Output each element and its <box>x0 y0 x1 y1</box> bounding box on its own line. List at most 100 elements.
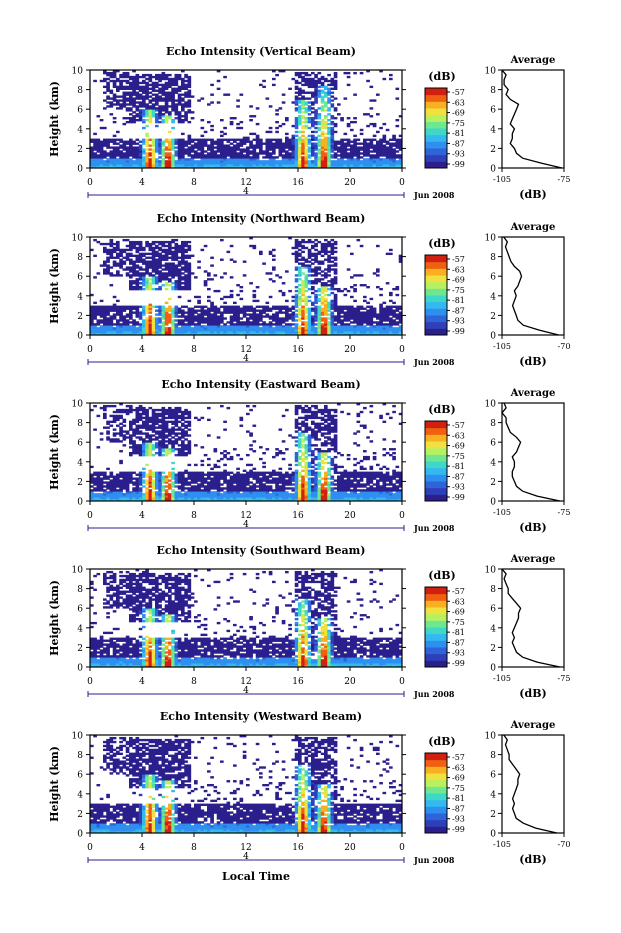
heatmap-cell <box>301 239 305 241</box>
heatmap-cell <box>93 139 97 141</box>
heatmap-cell <box>311 107 315 109</box>
heatmap-cell <box>116 95 120 97</box>
heatmap-cell <box>184 249 188 251</box>
heatmap-cell <box>123 444 127 446</box>
heatmap-cell <box>165 308 169 310</box>
heatmap-cell <box>363 296 367 298</box>
heatmap-cell <box>158 409 162 411</box>
heatmap-cell <box>275 121 279 123</box>
colorbar-segment <box>425 155 447 162</box>
heatmap-cell <box>106 468 110 470</box>
heatmap-cell <box>132 97 136 99</box>
heatmap-cell <box>298 262 302 264</box>
heatmap-cell <box>103 99 107 101</box>
heatmap-cell <box>396 294 400 296</box>
heatmap-cell <box>210 278 214 280</box>
heatmap-cell <box>142 407 146 409</box>
heatmap-cell <box>155 413 159 415</box>
heatmap-cell <box>308 239 312 241</box>
heatmap-cell <box>392 302 396 304</box>
heatmap-cell <box>327 288 331 290</box>
heatmap-cell <box>184 141 188 143</box>
heatmap-cell <box>214 306 218 308</box>
heatmap-cell <box>350 141 354 143</box>
heatmap-cell <box>227 296 231 298</box>
heatmap-cell <box>240 148 244 150</box>
heatmap-cell <box>373 272 377 274</box>
heatmap-cell <box>103 405 107 407</box>
heatmap-cell <box>262 150 266 152</box>
heatmap-cell <box>126 313 130 315</box>
heatmap-cell <box>396 313 400 315</box>
heatmap-cell <box>269 321 273 323</box>
heatmap-cell <box>158 88 162 90</box>
heatmap-cell <box>145 82 149 84</box>
heatmap-cell <box>256 152 260 154</box>
heatmap-cell <box>311 308 315 310</box>
y-tick-label: 10 <box>72 234 84 244</box>
heatmap-cell <box>357 139 361 141</box>
heatmap-cell <box>181 286 185 288</box>
heatmap-cell <box>129 452 133 454</box>
heatmap-cell <box>383 158 387 160</box>
heatmap-cell <box>103 86 107 88</box>
heatmap-cell <box>142 127 146 129</box>
heatmap-cell <box>110 306 114 308</box>
heatmap-cell <box>282 94 286 96</box>
heatmap-cell <box>162 476 166 478</box>
heatmap-cell <box>366 143 370 145</box>
heatmap-cell <box>158 286 162 288</box>
heatmap-cell <box>298 296 302 298</box>
heatmap-cell <box>129 107 133 109</box>
heatmap-cell <box>272 84 276 86</box>
heatmap-cell <box>100 472 104 474</box>
heatmap-cell <box>350 121 354 123</box>
heatmap-cell <box>266 313 270 315</box>
heatmap-cell <box>308 296 312 298</box>
heatmap-cell <box>214 290 218 292</box>
panel-3: Echo Intensity (Eastward Beam)0246810Hei… <box>48 378 570 534</box>
heatmap-cell <box>363 311 367 313</box>
heatmap-cell <box>353 308 357 310</box>
heatmap-cell <box>311 253 315 255</box>
heatmap-cell <box>149 92 153 94</box>
heatmap-cell <box>93 276 97 278</box>
heatmap-cell <box>152 97 156 99</box>
heatmap-cell <box>262 315 266 317</box>
heatmap-cell <box>383 323 387 325</box>
heatmap-cell <box>269 105 273 107</box>
average-y-tick-label: 0 <box>490 332 496 342</box>
heatmap-cell <box>158 247 162 249</box>
heatmap-cell <box>379 294 383 296</box>
heatmap-cell <box>175 139 179 141</box>
heatmap-cell <box>129 491 133 493</box>
heatmap-cell <box>220 306 224 308</box>
heatmap-cell <box>168 74 172 76</box>
heatmap-cell <box>217 80 221 82</box>
heatmap-cell <box>136 92 140 94</box>
heatmap-cell <box>386 306 390 308</box>
heatmap-cell <box>165 302 169 304</box>
heatmap-cell <box>113 313 117 315</box>
colorbar-segment <box>425 108 447 115</box>
heatmap-cell <box>155 276 159 278</box>
heatmap-cell <box>275 74 279 76</box>
heatmap-cell <box>314 266 318 268</box>
x-tick-label: 16 <box>292 345 304 355</box>
heatmap-cell <box>149 158 153 160</box>
heatmap-cell <box>106 436 110 438</box>
heatmap-cell <box>272 139 276 141</box>
heatmap-cell <box>327 127 331 129</box>
heatmap-cell <box>223 317 227 319</box>
heatmap-cell <box>227 158 231 160</box>
heatmap-cell <box>126 86 130 88</box>
heatmap-cell <box>321 308 325 310</box>
heatmap-cell <box>305 274 309 276</box>
heatmap-cell <box>97 115 101 117</box>
colorbar-segment <box>425 128 447 135</box>
heatmap-cell <box>240 298 244 300</box>
heatmap-cell <box>331 160 335 162</box>
heatmap-cell <box>139 144 143 146</box>
heatmap-cell <box>227 251 231 253</box>
